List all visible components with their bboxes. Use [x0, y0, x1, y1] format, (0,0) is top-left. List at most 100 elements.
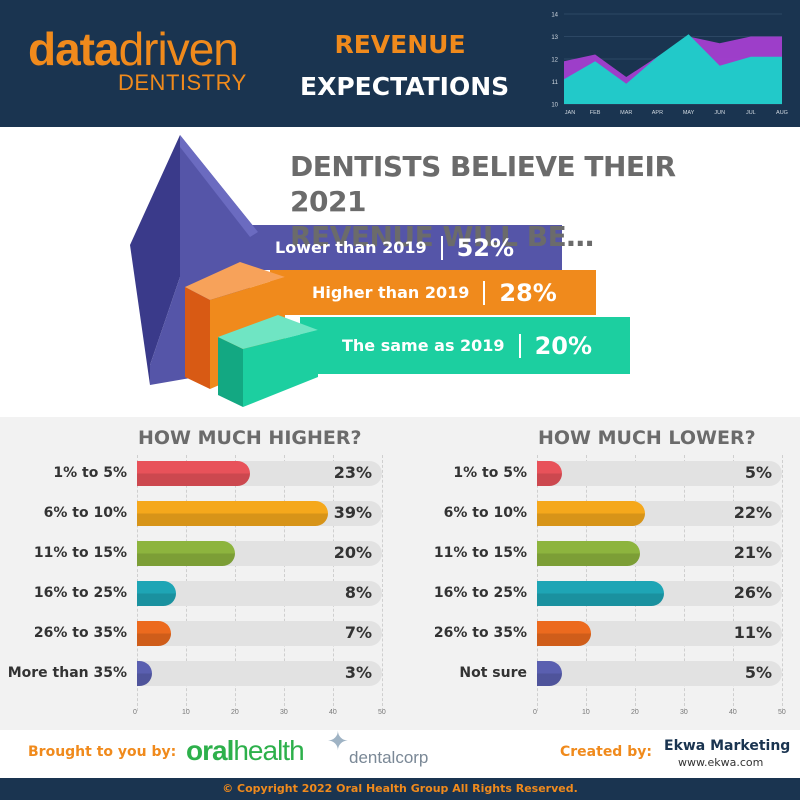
logo-dentistry-text: DENTISTRY	[118, 70, 247, 95]
bar-2	[137, 501, 329, 526]
area-ytick-label: 13	[551, 35, 558, 41]
bar-xtick-label: 30	[280, 709, 288, 716]
teal-box-left	[218, 337, 243, 407]
bar-gridline	[382, 455, 383, 711]
bar-gridline	[782, 455, 783, 711]
bar-xtick-label: 30	[680, 709, 688, 716]
bar-category-label: 1% to 5%	[53, 465, 127, 481]
band-higher-shape	[270, 270, 596, 315]
bar-value-label: 21%	[733, 543, 772, 562]
bar-xtick-label: 50	[378, 709, 386, 716]
band-lower-shape	[248, 225, 562, 270]
bar-value-label: 5%	[744, 663, 772, 682]
bar-xtick-label: 20	[231, 709, 239, 716]
bar-3	[137, 541, 235, 566]
created-by-label: Created by:	[560, 744, 652, 760]
bar-value-label: 20%	[333, 543, 372, 562]
question-title-line1: DENTISTS BELIEVE THEIR 2021	[290, 150, 676, 218]
arrow-front-face	[150, 135, 258, 385]
dentalcorp-logo: dentalcorp	[349, 748, 429, 767]
bar-value-label: 5%	[744, 463, 772, 482]
band-lower-value: 52%	[456, 233, 515, 262]
bar-xtick-label: 20	[631, 709, 639, 716]
bar-xtick-label: 10	[182, 709, 190, 716]
bar-value-label: 3%	[344, 663, 372, 682]
band-lower: Lower than 2019 52%	[275, 225, 514, 270]
logo-driven-text: driven	[118, 23, 239, 75]
bar-category-label: 6% to 10%	[443, 505, 527, 521]
bar-3	[537, 541, 640, 566]
bar-5	[537, 621, 591, 646]
band-higher-label: Higher than 2019	[312, 283, 470, 302]
bar-category-label: 6% to 10%	[43, 505, 127, 521]
area-ytick-label: 11	[552, 80, 559, 86]
bar-category-label: 11% to 15%	[433, 545, 527, 561]
bar-xtick-label: 0	[533, 709, 537, 716]
bar-track	[537, 661, 782, 686]
area-xtick-label: JUL	[746, 110, 756, 116]
bar-2	[537, 501, 645, 526]
bar-5	[137, 621, 172, 646]
header-banner: datadriven DENTISTRY REVENUE EXPECTATION…	[0, 0, 800, 127]
band-higher-divider	[483, 280, 486, 305]
bar-value-label: 11%	[733, 623, 772, 642]
area-ytick-label: 12	[551, 58, 558, 64]
area-chart: 10 11 12 13 14 JAN FEB MAR APR MAY JUN JUL AUG	[551, 13, 788, 117]
bar-value-label: 8%	[344, 583, 372, 602]
lower-chart-title: HOW MUCH LOWER?	[538, 427, 756, 449]
bar-xtick-label: 40	[329, 709, 337, 716]
ekwa-marketing-name: Ekwa Marketing	[664, 738, 791, 754]
area-xtick-label: APR	[652, 110, 663, 116]
arrow-side-face	[130, 135, 180, 385]
oralhealth-thin-text: health	[233, 735, 304, 766]
bar-category-label: 26% to 35%	[33, 625, 127, 641]
area-xtick-label: MAY	[683, 110, 695, 116]
area-xtick-label: AUG	[776, 110, 788, 116]
datadriven-logo: datadriven	[28, 22, 239, 76]
bar-category-label: Not sure	[459, 665, 527, 681]
bar-4	[537, 581, 665, 606]
area-series-2	[564, 34, 782, 104]
teal-box-top	[218, 315, 318, 349]
bar-category-label: 1% to 5%	[453, 465, 527, 481]
bar-value-label: 23%	[333, 463, 372, 482]
bar-value-label: 39%	[333, 503, 372, 522]
footer: Brought to you by: oralhealth ✦ dentalco…	[0, 726, 800, 778]
bar-value-label: 22%	[733, 503, 772, 522]
bar-xtick-label: 10	[582, 709, 590, 716]
area-ytick-label: 14	[551, 13, 558, 19]
header-title-revenue: REVENUE	[334, 30, 466, 59]
bar-charts-section: HOW MUCH HIGHER? HOW MUCH LOWER? 0 10 20 30…	[0, 417, 800, 730]
revenue-question-section: DENTISTS BELIEVE THEIR 2021 REVENUE WILL…	[0, 127, 800, 417]
teal-box-front	[243, 330, 318, 407]
area-xtick-label: MAR	[620, 110, 632, 116]
band-same-divider	[518, 333, 521, 358]
band-lower-label: Lower than 2019	[275, 238, 427, 257]
band-higher: Higher than 2019 28%	[312, 270, 557, 315]
bar-6	[537, 661, 562, 686]
bar-xtick-label: 50	[778, 709, 786, 716]
isometric-arrow-graphic	[130, 135, 630, 407]
bar-value-label: 7%	[344, 623, 372, 642]
band-higher-value: 28%	[499, 278, 557, 307]
area-xtick-label: JUN	[714, 110, 725, 116]
oralhealth-logo: oralhealth	[186, 735, 305, 767]
bar-category-label: 11% to 15%	[33, 545, 127, 561]
arrow-top-face	[180, 135, 258, 237]
band-lower-divider	[440, 235, 443, 260]
dentalcorp-star-icon: ✦	[327, 726, 349, 756]
area-xtick-label: JAN	[565, 110, 575, 116]
bar-6	[137, 661, 152, 686]
higher-chart-title: HOW MUCH HIGHER?	[138, 427, 362, 449]
bar-category-label: More than 35%	[7, 665, 127, 681]
bar-xtick-label: 40	[729, 709, 737, 716]
ekwa-website: www.ekwa.com	[678, 756, 764, 769]
orange-box-top	[185, 262, 285, 300]
area-ytick-label: 10	[551, 103, 558, 109]
bar-1	[137, 461, 250, 486]
logo-data-text: data	[28, 23, 120, 75]
band-same-value: 20%	[534, 331, 593, 360]
question-title: DENTISTS BELIEVE THEIR 2021 REVENUE WILL…	[290, 149, 710, 254]
bar-value-label: 26%	[733, 583, 772, 602]
orange-box-left	[185, 287, 210, 389]
